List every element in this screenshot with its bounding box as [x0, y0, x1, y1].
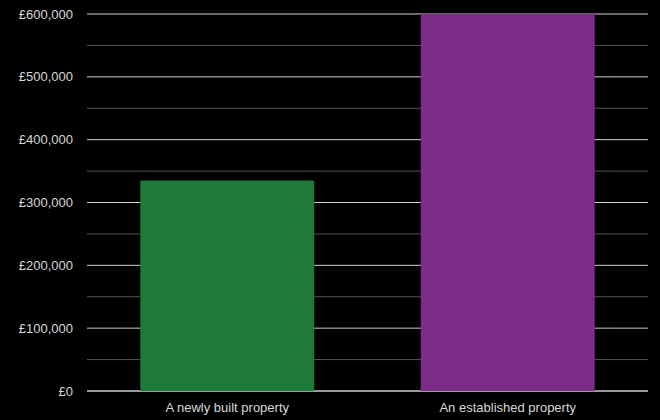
- x-tick-label: An established property: [439, 400, 576, 415]
- y-tick-label: £200,000: [19, 258, 73, 273]
- bars: [140, 14, 594, 391]
- bar: [140, 181, 314, 391]
- y-tick-label: £300,000: [19, 195, 73, 210]
- chart-container: £0 £100,000 £200,000 £300,000 £400,000 £500,0…: [0, 0, 660, 420]
- y-tick-label: £500,000: [19, 69, 73, 84]
- x-tick-label: A newly built property: [165, 400, 289, 415]
- y-tick-label: £0: [59, 384, 73, 399]
- bar: [421, 14, 595, 391]
- y-tick-label: £400,000: [19, 132, 73, 147]
- chart-svg: £0 £100,000 £200,000 £300,000 £400,000 £500,0…: [0, 0, 660, 420]
- y-tick-label: £600,000: [19, 7, 73, 22]
- y-tick-label: £100,000: [19, 321, 73, 336]
